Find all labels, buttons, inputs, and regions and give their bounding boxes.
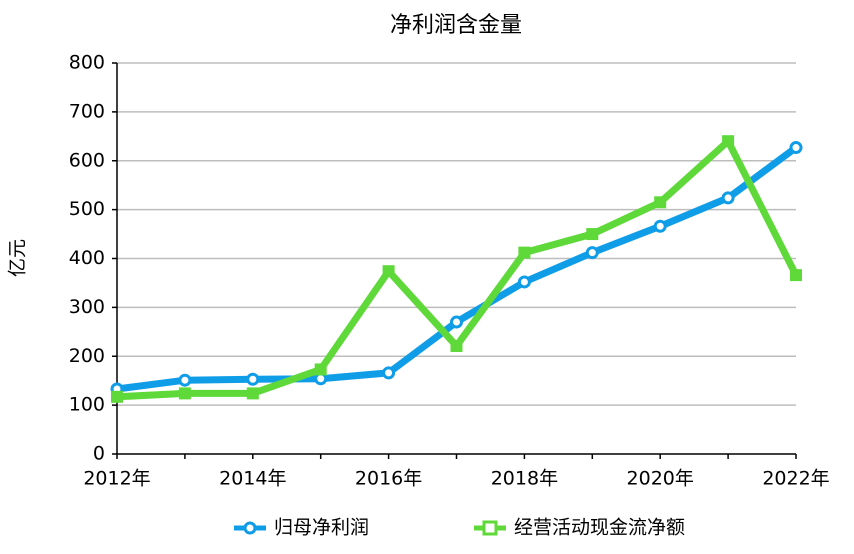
point — [585, 246, 599, 260]
legend-marker — [482, 520, 498, 536]
y-axis-label: 亿元 — [7, 239, 29, 277]
point — [790, 269, 802, 282]
point — [789, 141, 803, 155]
point — [382, 366, 396, 380]
point — [517, 275, 531, 289]
point — [111, 390, 123, 403]
point — [450, 339, 463, 352]
point — [518, 246, 531, 259]
point — [450, 315, 463, 329]
point — [382, 265, 395, 278]
x-tick-label: 2016年 — [355, 468, 422, 490]
x-tick-label: 2012年 — [83, 468, 150, 490]
x-tick-label: 2018年 — [491, 468, 558, 490]
legend-label: 经营活动现金流净额 — [514, 517, 685, 539]
x-tick-label: 2020年 — [627, 468, 694, 490]
point — [314, 363, 327, 376]
point — [654, 196, 667, 209]
point — [653, 219, 667, 233]
legend-marker — [243, 521, 257, 535]
y-tick-label: 800 — [69, 52, 105, 74]
point — [246, 372, 260, 386]
y-tick-label: 600 — [69, 149, 105, 171]
point — [721, 191, 735, 205]
y-tick-label: 200 — [69, 345, 105, 367]
y-tick-label: 100 — [69, 394, 105, 416]
point — [178, 387, 191, 400]
x-tick-label: 2014年 — [219, 468, 286, 490]
series-line — [116, 144, 799, 393]
point — [246, 387, 259, 400]
legend-label: 归母净利润 — [274, 517, 369, 539]
point — [178, 373, 192, 387]
series-line — [116, 137, 800, 401]
point — [722, 135, 735, 148]
y-tick-label: 700 — [69, 100, 105, 122]
y-tick-label: 300 — [69, 296, 105, 318]
chart-title: 净利润含金量 — [390, 13, 522, 38]
point — [586, 228, 599, 241]
y-tick-label: 500 — [69, 198, 105, 220]
y-tick-label: 0 — [93, 443, 105, 465]
x-tick-label: 2022年 — [762, 468, 829, 490]
y-tick-label: 400 — [69, 247, 105, 269]
